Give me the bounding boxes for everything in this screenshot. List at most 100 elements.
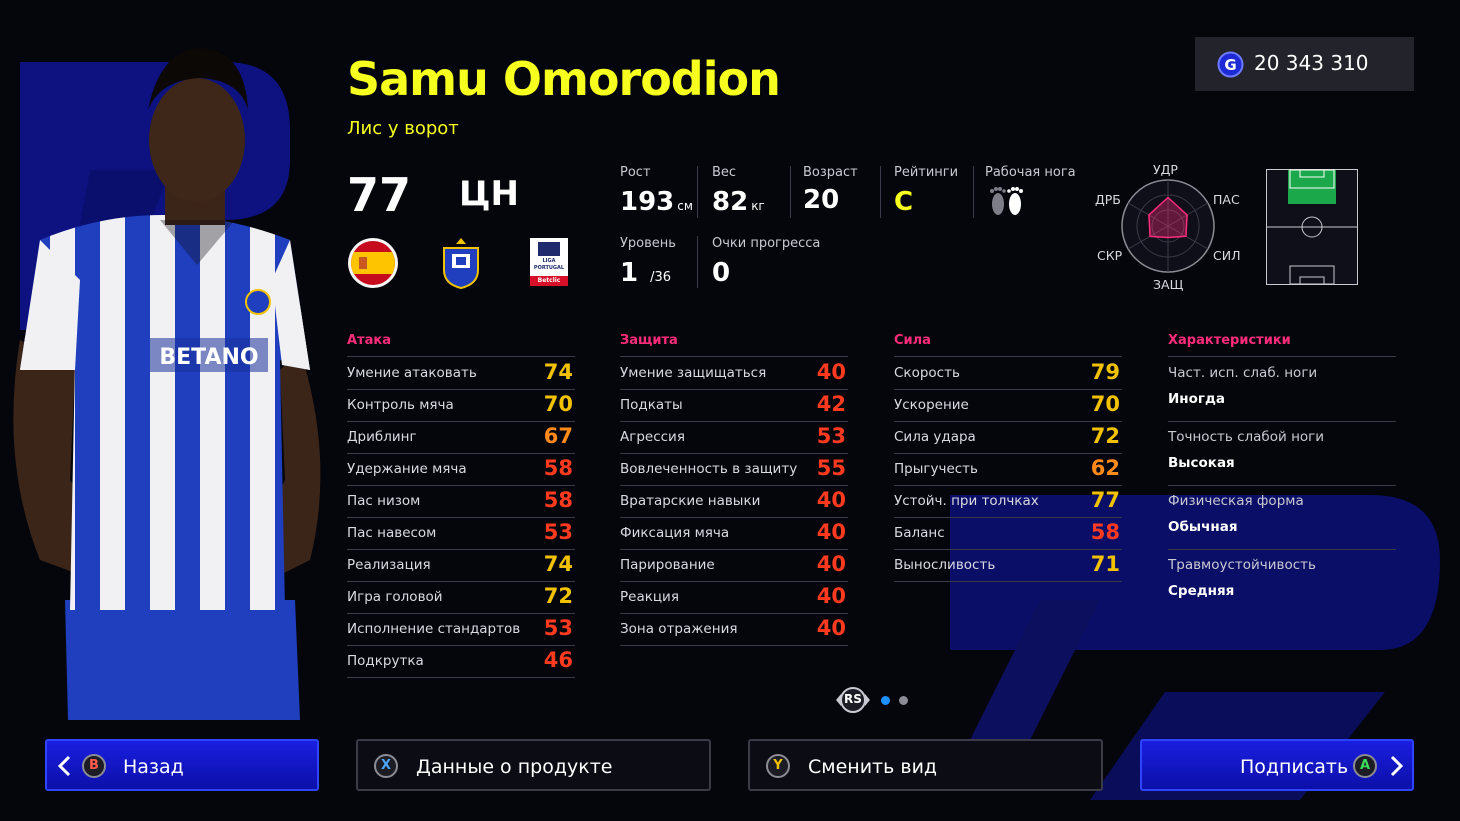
level-max: /36 bbox=[650, 270, 672, 285]
weight-value: 82 кг bbox=[712, 187, 765, 217]
stat-row: Выносливость 71 bbox=[894, 549, 1122, 582]
features-section-title: Характеристики bbox=[1168, 333, 1291, 348]
stat-row: Баланс 58 bbox=[894, 517, 1122, 550]
stat-label: Вовлеченность в защиту bbox=[620, 461, 798, 477]
stat-row: Игра головой 72 bbox=[347, 581, 575, 614]
stat-label: Реализация bbox=[347, 557, 431, 573]
radar-label-bottom-right: СИЛ bbox=[1213, 248, 1241, 263]
feature-label: Част. исп. слаб. ноги bbox=[1168, 365, 1318, 381]
condition-label: Рейтинги bbox=[894, 165, 959, 180]
stat-value: 58 bbox=[543, 488, 573, 512]
stat-row: Вратарские навыки 40 bbox=[620, 485, 848, 518]
stat-label: Умение атаковать bbox=[347, 365, 477, 381]
stat-value: 46 bbox=[543, 648, 573, 672]
sign-button[interactable]: Подписать A bbox=[1140, 739, 1414, 791]
stat-row: Реализация 74 bbox=[347, 549, 575, 582]
stat-value: 62 bbox=[1090, 456, 1120, 480]
weight-number: 82 bbox=[712, 187, 749, 217]
level-label: Уровень bbox=[620, 236, 676, 251]
a-button-icon: A bbox=[1353, 754, 1377, 778]
level-value: 1/36 bbox=[620, 258, 671, 288]
stat-label: Сила удара bbox=[894, 429, 976, 445]
player-portrait: BETANO bbox=[13, 48, 321, 720]
stat-label: Баланс bbox=[894, 525, 945, 541]
product-details-button[interactable]: X Данные о продукте bbox=[356, 739, 711, 791]
change-view-button[interactable]: Y Сменить вид bbox=[748, 739, 1103, 791]
stat-label: Пас низом bbox=[347, 493, 421, 509]
stat-row: Удержание мяча 58 bbox=[347, 453, 575, 486]
stat-row: Сила удара 72 bbox=[894, 421, 1122, 454]
svg-text:BETANO: BETANO bbox=[159, 345, 258, 370]
stat-label: Зона отражения bbox=[620, 621, 738, 637]
divider bbox=[973, 166, 974, 218]
stat-value: 74 bbox=[543, 552, 573, 576]
gp-balance: G 20 343 310 bbox=[1195, 37, 1414, 91]
spain-flag-icon bbox=[348, 238, 398, 288]
stat-label: Дриблинг bbox=[347, 429, 417, 445]
feature-row: Травмоустойчивость Средняя bbox=[1168, 549, 1396, 613]
divider bbox=[790, 166, 791, 218]
foot-label: Рабочая нога bbox=[985, 165, 1076, 180]
feature-row: Част. исп. слаб. ноги Иногда bbox=[1168, 357, 1396, 422]
divider bbox=[697, 236, 698, 288]
gp-amount: 20 343 310 bbox=[1254, 51, 1369, 75]
divider bbox=[620, 356, 848, 357]
stat-value: 79 bbox=[1090, 360, 1120, 384]
stat-label: Фиксация мяча bbox=[620, 525, 730, 541]
stat-label: Контроль мяча bbox=[347, 397, 454, 413]
divider bbox=[894, 356, 1122, 357]
stat-label: Прыгучесть bbox=[894, 461, 978, 477]
age-label: Возраст bbox=[803, 165, 858, 180]
stat-label: Игра головой bbox=[347, 589, 443, 605]
x-button-icon: X bbox=[374, 754, 398, 778]
back-button[interactable]: B Назад bbox=[45, 739, 319, 791]
feature-value: Обычная bbox=[1168, 519, 1238, 535]
radar-label-top-left: ДРБ bbox=[1095, 192, 1121, 207]
feature-value: Средняя bbox=[1168, 583, 1235, 599]
height-value: 193 см bbox=[620, 187, 693, 217]
radar-graphic bbox=[1121, 179, 1215, 273]
feature-value: Высокая bbox=[1168, 455, 1235, 471]
page-indicator[interactable]: RS bbox=[834, 686, 924, 714]
stat-value: 53 bbox=[816, 424, 846, 448]
divider bbox=[697, 166, 698, 218]
stat-row: Умение атаковать 74 bbox=[347, 357, 575, 390]
stat-label: Удержание мяча bbox=[347, 461, 467, 477]
radar-label-top: УДР bbox=[1153, 162, 1178, 177]
stat-value: 70 bbox=[1090, 392, 1120, 416]
league-logo-line-2: PORTUGAL bbox=[533, 265, 565, 271]
weight-label: Вес bbox=[712, 165, 737, 180]
stat-row: Устойч. при толчках 77 bbox=[894, 485, 1122, 518]
progress-label: Очки прогресса bbox=[712, 236, 821, 251]
age-value: 20 bbox=[803, 185, 840, 215]
condition-value: C bbox=[894, 187, 914, 217]
stat-row: Прыгучесть 62 bbox=[894, 453, 1122, 486]
attack-section-title: Атака bbox=[347, 333, 391, 348]
feature-value: Иногда bbox=[1168, 391, 1225, 407]
stat-row: Подкрутка 46 bbox=[347, 645, 575, 678]
stat-value: 58 bbox=[1090, 520, 1120, 544]
radar-chart: УДР ДРБ ПАС СКР СИЛ ЗАЩ bbox=[1090, 160, 1250, 295]
page-dot-active[interactable] bbox=[881, 696, 890, 705]
stat-row: Контроль мяча 70 bbox=[347, 389, 575, 422]
highlight-zone-cf bbox=[1288, 170, 1336, 204]
page-dot[interactable] bbox=[899, 696, 908, 705]
product-details-label: Данные о продукте bbox=[416, 756, 613, 778]
feature-row: Точность слабой ноги Высокая bbox=[1168, 421, 1396, 486]
defense-section-title: Защита bbox=[620, 333, 678, 348]
stat-label: Исполнение стандартов bbox=[347, 621, 521, 637]
height-label: Рост bbox=[620, 165, 651, 180]
b-button-icon: B bbox=[82, 754, 106, 778]
stat-label: Парирование bbox=[620, 557, 715, 573]
stat-value: 71 bbox=[1090, 552, 1120, 576]
stat-label: Подкаты bbox=[620, 397, 683, 413]
chevron-left-icon bbox=[57, 755, 71, 777]
fc-porto-crest-icon bbox=[443, 238, 479, 290]
stat-row: Реакция 40 bbox=[620, 581, 848, 614]
svg-text:G: G bbox=[1224, 56, 1236, 74]
divider bbox=[347, 356, 575, 357]
stat-row: Агрессия 53 bbox=[620, 421, 848, 454]
weight-unit: кг bbox=[751, 199, 765, 213]
stat-row: Умение защищаться 40 bbox=[620, 357, 848, 390]
radar-axis bbox=[1167, 225, 1209, 250]
